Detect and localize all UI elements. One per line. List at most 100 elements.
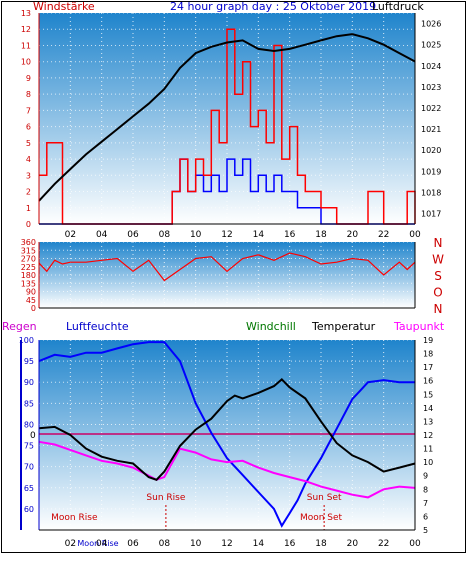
pressure-tick-label: 1022 (421, 104, 441, 113)
compass-label: W (432, 253, 444, 267)
x-tick-label: 10 (190, 539, 202, 549)
pressure-tick-label: 1024 (421, 62, 441, 71)
wind-tick-label: 13 (21, 9, 31, 18)
x-tick-label: 00 (409, 230, 421, 240)
wind-tick-label: 5 (26, 139, 31, 148)
humidity-series (38, 341, 415, 528)
temperature-tick-label: 6 (423, 512, 428, 521)
wind-tick-label: 9 (26, 74, 31, 83)
x-tick-label: 20 (347, 539, 359, 549)
header-left-label: Windstärke (33, 0, 95, 13)
x-tick-label: 02 (65, 230, 76, 240)
legend-temperature: Temperatur (311, 320, 376, 333)
x-tick-label: 14 (253, 539, 265, 549)
humidity-tick-label: 100 (19, 336, 34, 345)
humidity-tick-label: 60 (24, 505, 34, 514)
panel3-right-ticks: 5 6 7 8 9 10 11 12 13 14 15 16 17 18 19 (423, 336, 433, 535)
direction-tick-label: 180 (21, 271, 36, 280)
humidity-tick-label: 85 (24, 399, 34, 408)
humidity-tick-label: 70 (24, 463, 34, 472)
x-tick-label: 10 (190, 230, 202, 240)
humidity-tick-label: 90 (24, 378, 34, 387)
wind-tick-label: 4 (26, 155, 31, 164)
humidity-tick-label: 65 (24, 484, 34, 493)
x-tick-label: 02 (65, 539, 76, 549)
panel3-astro-events: Sun Rise Sun Set Moon Rise Moon Set Moon Ris… (51, 493, 342, 548)
panel3-series (38, 341, 416, 528)
compass-label: O (433, 286, 442, 300)
moon-rise-label: Moon Rise (51, 513, 98, 523)
wind-tick-label: 12 (21, 25, 31, 34)
legend-rain: Regen (2, 320, 37, 333)
x-tick-label: 06 (127, 539, 139, 549)
x-tick-label: 06 (127, 230, 139, 240)
temperature-tick-label: 13 (423, 417, 433, 426)
x-tick-label: 04 (96, 539, 108, 549)
pressure-tick-label: 1020 (421, 146, 441, 155)
x-tick-label: 18 (315, 539, 327, 549)
wind-tick-label: 1 (26, 204, 31, 213)
dewpoint-series (38, 440, 416, 499)
x-tick-label: 04 (96, 230, 108, 240)
compass-label: S (434, 269, 442, 283)
x-tick-label: 00 (409, 539, 421, 549)
temperature-tick-label: 16 (423, 377, 433, 386)
chart-title: 24 hour graph day : 25 Oktober 2019 (170, 0, 376, 13)
temperature-tick-label: 9 (423, 472, 428, 481)
header-right-label: Luftdruck (372, 0, 424, 13)
x-tick-label: 08 (159, 539, 171, 549)
direction-tick-label: 270 (21, 255, 36, 264)
x-tick-label: 16 (284, 230, 296, 240)
pressure-tick-label: 1023 (421, 83, 441, 92)
wind-tick-label: 0 (26, 220, 31, 229)
panel1-right-ticks: 1017 1018 1019 1020 1021 1022 1023 1024 1025 1026 (421, 20, 441, 219)
moon-rise-axis-label: Moon Rise (77, 539, 118, 548)
sun-set-label: Sun Set (307, 493, 342, 503)
x-tick-label: 20 (347, 230, 359, 240)
legend-humidity: Luftfeuchte (66, 320, 129, 333)
panel1-x-tick-labels: 02 04 06 08 10 12 14 16 18 20 22 00 (65, 230, 421, 240)
temperature-tick-label: 10 (423, 458, 433, 467)
temperature-tick-label: 14 (423, 404, 433, 413)
temperature-tick-label: 17 (423, 363, 433, 372)
panel3-grid (39, 339, 416, 530)
direction-tick-label: 45 (26, 296, 36, 305)
humidity-tick-label: 75 (24, 442, 34, 451)
temperature-tick-label: 11 (423, 445, 433, 454)
pressure-tick-label: 1021 (421, 125, 441, 134)
humidity-tick-label: 80 (24, 420, 34, 429)
panel2-series (38, 252, 416, 282)
direction-tick-label: 0 (31, 304, 36, 313)
pressure-tick-label: 1026 (421, 20, 441, 29)
direction-tick-label: 135 (21, 279, 36, 288)
temperature-tick-label: 15 (423, 390, 433, 399)
wind-tick-label: 8 (26, 90, 31, 99)
pressure-tick-label: 1019 (421, 167, 441, 176)
pressure-series (38, 33, 416, 202)
direction-tick-label: 315 (21, 246, 36, 255)
direction-tick-label: 360 (21, 238, 36, 247)
chart-frame (1, 1, 466, 553)
legend-windchill: Windchill (246, 320, 296, 333)
wind-tick-label: 2 (26, 188, 31, 197)
x-tick-label: 12 (221, 539, 232, 549)
wind-tick-label: 3 (26, 171, 31, 180)
x-tick-label: 12 (221, 230, 232, 240)
direction-tick-label: 225 (21, 263, 36, 272)
panel3-background (39, 340, 415, 530)
sun-rise-label: Sun Rise (146, 493, 185, 503)
moon-set-label: Moon Set (300, 513, 343, 523)
pressure-tick-label: 1017 (421, 209, 441, 218)
temperature-tick-label: 12 (423, 431, 433, 440)
x-tick-label: 16 (284, 539, 296, 549)
wind-tick-label: 11 (21, 41, 31, 50)
panel3-x-tick-labels: 02 04 06 08 10 12 14 16 18 20 22 00 (65, 539, 421, 549)
x-tick-label: 22 (378, 230, 389, 240)
temperature-tick-label: 7 (423, 499, 428, 508)
x-tick-label: 08 (159, 230, 171, 240)
x-tick-label: 22 (378, 539, 389, 549)
